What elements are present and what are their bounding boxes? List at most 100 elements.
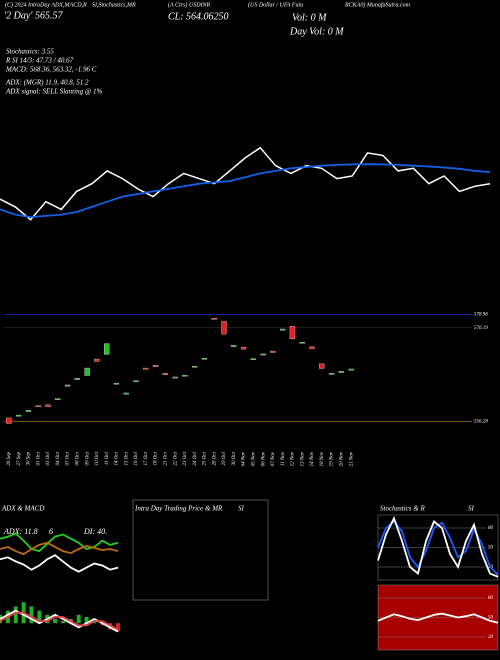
x-tick-label: 18 Nov: [320, 451, 325, 466]
candle: [250, 358, 256, 360]
source: (C) 2024 IntraDay ADX,MACD,R: [5, 1, 87, 8]
x-tick-label: 08 Oct: [75, 451, 80, 465]
x-tick-label: 14 Oct: [115, 451, 120, 465]
x-tick-label: 29 Oct: [222, 451, 227, 465]
day-price: '2 Day' 565.57: [4, 10, 63, 21]
candle: [240, 347, 247, 350]
series-line: [0, 541, 119, 556]
x-tick-label: 27 Sep: [17, 452, 22, 466]
histogram-bar: [29, 606, 34, 624]
panel-subtitle: SI: [238, 505, 245, 513]
x-tick-label: 03 Oct: [46, 451, 51, 465]
stat: MACD: 568.36, 563.32, -1.96 C: [5, 66, 97, 74]
x-tick-label: 15 Oct: [124, 451, 129, 465]
candle: [123, 392, 129, 395]
candle: [6, 417, 12, 424]
x-tick-label: 30 Sep: [27, 452, 32, 466]
series-line: [0, 611, 119, 631]
candle: [338, 371, 344, 373]
candle: [113, 382, 120, 385]
x-tick-label: 21 Oct: [163, 451, 168, 465]
x-tick-label: 07 Oct: [66, 451, 71, 465]
candle: [348, 368, 354, 371]
x-tick-label: 28 Oct: [212, 451, 217, 465]
x-tick-label: 11 Nov: [281, 451, 286, 466]
candle: [45, 404, 51, 407]
candle: [162, 373, 168, 375]
histogram-bar: [100, 623, 105, 626]
candle: [328, 373, 335, 375]
annotation: 6: [49, 527, 53, 536]
histogram-bar: [13, 606, 18, 624]
candle: [260, 353, 266, 356]
y-tick-label: 578.96: [474, 313, 488, 318]
x-tick-label: 22 Oct: [173, 451, 178, 465]
source: RCKA0) MunafaSutra.com: [344, 1, 411, 8]
panel-subtitle: SI: [468, 505, 475, 513]
candle: [172, 376, 178, 379]
candle: [280, 328, 286, 331]
candle: [133, 380, 139, 383]
histogram-bar: [92, 621, 97, 624]
panel-title: Stochastics & R: [380, 505, 425, 513]
candle: [270, 350, 276, 353]
stat: Stochastics: 3.55: [6, 48, 54, 56]
candle: [182, 374, 188, 377]
panel: [132, 499, 269, 601]
y-tick-label: 20: [488, 635, 494, 640]
x-tick-label: 16 Oct: [134, 451, 139, 465]
x-tick-label: 09 Oct: [85, 451, 90, 465]
histogram-bar: [53, 619, 58, 624]
y-tick-label: 576.19: [474, 326, 488, 331]
x-tick-label: 24 Oct: [193, 451, 198, 465]
x-tick-label: 18 Oct: [154, 451, 159, 465]
panel-title: ADX & MACD: [1, 505, 44, 513]
x-tick-label: 26 Sep: [7, 452, 12, 466]
stat: ADX: (MGR) 11.9, 40.8, 51.2: [5, 79, 89, 87]
x-tick-label: 10 Oct: [95, 451, 100, 465]
source: (US Dollar / UFA Futu: [248, 1, 303, 8]
candle: [55, 398, 61, 400]
histogram-bar: [108, 623, 113, 630]
y-tick-label: 556.28: [474, 419, 488, 424]
histogram-bar: [84, 616, 89, 624]
panel-title: Intra Day Trading Price & MR: [134, 505, 223, 513]
histogram-bar: [60, 621, 65, 624]
series-line: [0, 163, 491, 219]
histogram-bar: [37, 610, 42, 624]
x-tick-label: 23 Oct: [183, 451, 188, 465]
candle: [25, 410, 32, 412]
stat: R SI 14/3: 47.73 / 40.67: [5, 57, 74, 65]
candle: [143, 367, 149, 370]
series-line: [377, 612, 499, 624]
x-tick-label: 21 Nov: [349, 451, 354, 466]
stat: ADX signal: SELL Slanting @ 1%: [5, 88, 103, 96]
candle: [74, 378, 80, 380]
x-tick-label: 06 Nov: [261, 451, 266, 466]
source: SI,Stochastics,MR: [92, 2, 136, 8]
x-tick-label: 05 Nov: [251, 451, 256, 466]
candle: [201, 358, 208, 360]
candle: [289, 326, 296, 340]
candle: [299, 342, 305, 344]
x-tick-label: 17 Oct: [144, 451, 149, 465]
candle: [94, 358, 100, 362]
candle: [309, 346, 315, 349]
candle: [152, 365, 159, 367]
histogram-bar: [76, 614, 81, 624]
x-tick-label: 04 Nov: [242, 451, 247, 466]
candle: [221, 321, 227, 335]
y-tick-label: 80: [488, 526, 494, 531]
x-tick-label: 04 Oct: [56, 451, 61, 465]
x-tick-label: 01 Oct: [36, 451, 41, 465]
volume: Vol: 0 M: [292, 12, 327, 23]
x-tick-label: 07 Nov: [271, 451, 276, 466]
candle: [231, 345, 237, 347]
y-tick-label: 80: [488, 596, 494, 601]
series-line: [377, 515, 499, 578]
y-tick-label: 50: [488, 616, 494, 621]
candle: [35, 405, 41, 408]
close-price: CL: 564.06250: [168, 11, 229, 22]
candle: [104, 343, 110, 355]
